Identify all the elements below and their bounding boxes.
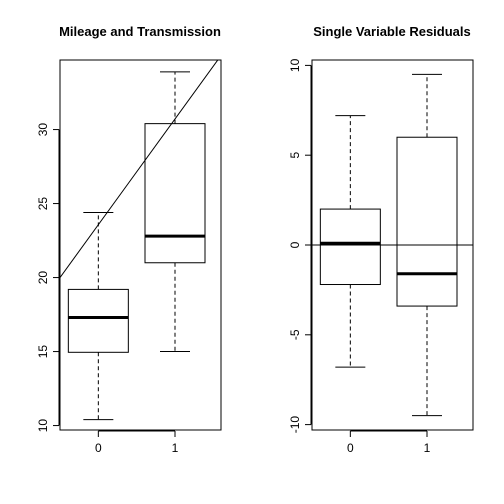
right-y-tick-label--10: -10: [288, 416, 302, 434]
right-box-1-iqr-rect: [396, 136, 458, 307]
right-y-tick-label--5: -5: [288, 329, 302, 340]
left-y-tick-label-10: 10: [36, 419, 50, 433]
left-y-tick-label-30: 30: [36, 123, 50, 137]
right-y-tick-label-0: 0: [288, 241, 302, 248]
right-chart-title: Single Variable Residuals: [313, 24, 471, 39]
left-box-0-iqr-rect: [67, 288, 129, 353]
left-x-tick-label-0: 0: [95, 441, 102, 455]
left-chart-title: Mileage and Transmission: [59, 24, 221, 39]
right-x-tick-label-0: 0: [347, 441, 354, 455]
left-fit-line: [60, 60, 219, 278]
right-box-0-iqr-rect: [319, 208, 381, 286]
left-plot-frame: [59, 59, 222, 431]
right-y-tick-label-10: 10: [288, 58, 302, 72]
left-box-1-iqr-rect: [144, 123, 206, 264]
left-y-tick-label-25: 25: [36, 197, 50, 211]
right-y-tick-label-5: 5: [288, 152, 302, 159]
right-panel: Single Variable Residuals 0 1 -10 -5 0 5 10: [288, 24, 474, 455]
left-y-tick-label-15: 15: [36, 345, 50, 359]
right-x-tick-label-1: 1: [424, 441, 431, 455]
left-panel: Mileage and Transmission 0 1 10 15 20 25 30: [36, 24, 222, 455]
left-y-tick-label-20: 20: [36, 271, 50, 285]
left-x-tick-label-1: 1: [172, 441, 179, 455]
